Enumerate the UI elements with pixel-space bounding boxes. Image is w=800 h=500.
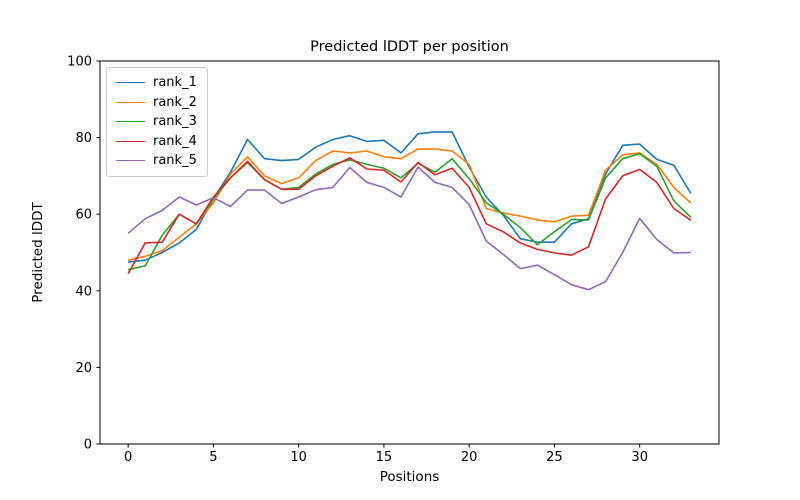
legend-entry-rank_5: rank_5 (116, 151, 197, 171)
series-line-rank_2 (127, 148, 692, 261)
y-tick-label: 80 (75, 131, 92, 146)
series-line-rank_5 (127, 166, 691, 291)
legend-label: rank_2 (153, 94, 197, 110)
legend-line-swatch (116, 160, 145, 162)
legend-entry-rank_2: rank_2 (116, 93, 197, 113)
plot-area: 0 5 10 15 20 25 30 0 20 40 60 80 100 (67, 55, 720, 465)
legend-line-swatch (116, 140, 145, 142)
legend-entry-rank_1: rank_1 (116, 73, 197, 93)
y-axis-label: Predicted lDDT (30, 202, 46, 303)
legend-label: rank_1 (153, 75, 197, 91)
y-tick-label: 40 (75, 284, 92, 299)
x-tick-label: 25 (546, 450, 563, 465)
series-line-rank_1 (128, 131, 692, 263)
x-tick-label: 20 (461, 450, 478, 465)
legend-label: rank_4 (153, 133, 197, 149)
y-tick-label: 0 (84, 438, 92, 453)
legend-line-swatch (116, 121, 145, 123)
chart-title: Predicted lDDT per position (310, 39, 509, 55)
x-tick-label: 10 (290, 450, 307, 465)
legend-entry-rank_3: rank_3 (116, 112, 197, 132)
x-axis-label: Positions (380, 469, 440, 485)
y-tick-label: 20 (75, 361, 92, 376)
legend-label: rank_5 (153, 153, 197, 169)
legend-line-swatch (116, 82, 145, 84)
series-line-rank_4 (127, 157, 692, 274)
legend-entry-rank_4: rank_4 (116, 132, 197, 152)
x-tick-label: 0 (124, 450, 132, 465)
legend: rank_1 rank_2 rank_3 rank_4 rank_5 (106, 67, 208, 177)
y-tick-label: 60 (75, 208, 92, 223)
legend-label: rank_3 (153, 114, 197, 130)
legend-line-swatch (116, 101, 145, 103)
y-tick-label: 100 (67, 55, 92, 70)
x-tick-label: 5 (209, 450, 217, 465)
x-tick-label: 30 (631, 450, 648, 465)
axes-border (99, 60, 720, 445)
x-tick-label: 15 (376, 450, 393, 465)
